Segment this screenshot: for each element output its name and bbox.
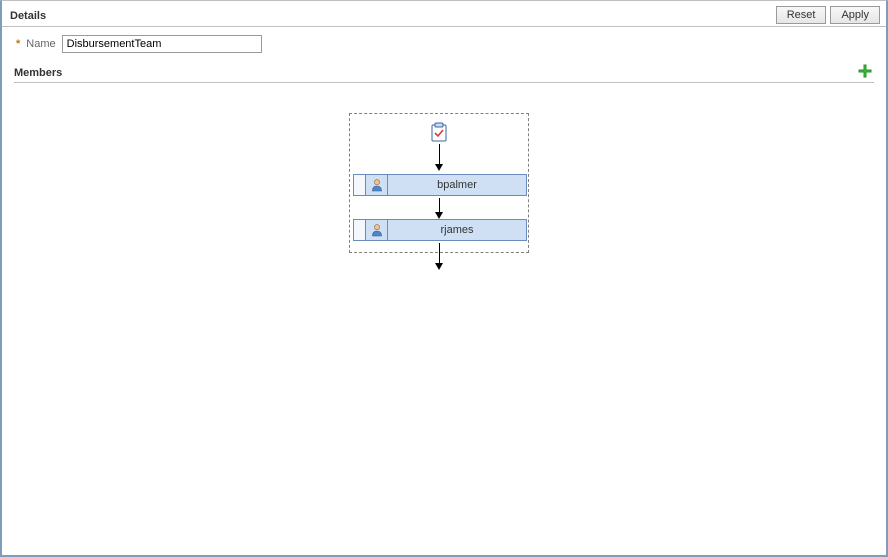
members-title: Members [14,67,62,79]
arrow [435,243,443,270]
member-label: bpalmer [388,175,526,195]
diagram-area: bpalmer rjames [2,83,886,543]
arrow [435,144,443,171]
diagram-container: bpalmer rjames [349,113,529,253]
header-buttons: Reset Apply [776,6,880,26]
details-title: Details [10,10,46,26]
reset-button[interactable]: Reset [776,6,827,24]
apply-button[interactable]: Apply [830,6,880,24]
member-label: rjames [388,220,526,240]
drag-grip[interactable] [354,220,366,240]
name-input[interactable] [62,35,262,53]
plus-icon [858,64,872,81]
name-row: * Name [2,27,886,63]
member-node[interactable]: bpalmer [353,174,527,196]
header-row: Details Reset Apply [2,1,886,27]
add-member-button[interactable] [856,64,874,81]
member-node[interactable]: rjames [353,219,527,241]
required-indicator: * [16,38,20,50]
details-panel: Details Reset Apply * Name Members [0,0,888,557]
name-label: Name [26,38,55,50]
user-icon [366,220,388,240]
user-icon [366,175,388,195]
clipboard-check-icon [430,122,448,145]
arrow [435,198,443,219]
drag-grip[interactable] [354,175,366,195]
members-bar: Members [14,63,874,83]
